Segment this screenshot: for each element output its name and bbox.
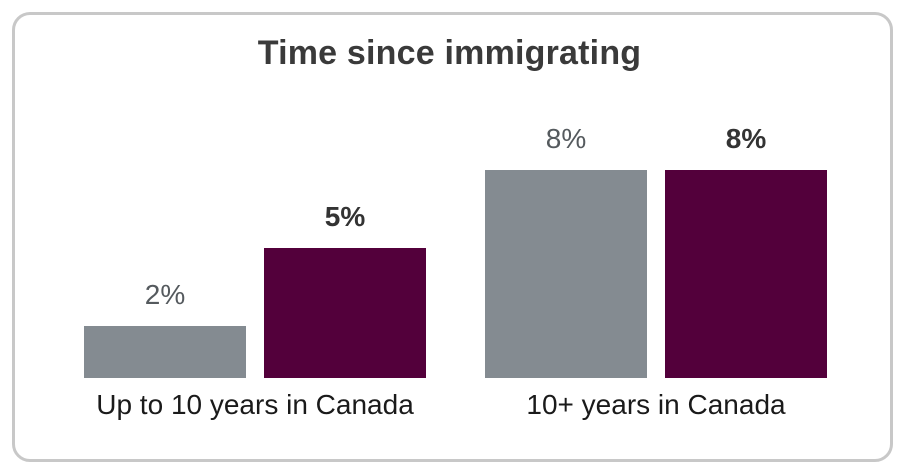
bar-1-0 (485, 170, 647, 378)
data-label-1-0: 8% (546, 123, 586, 154)
category-label-1: 10+ years in Canada (526, 389, 786, 420)
bar-1-1 (665, 170, 827, 378)
bar-0-1 (264, 248, 426, 378)
chart-title: Time since immigrating (257, 34, 642, 72)
data-label-0-1: 5% (325, 201, 366, 232)
data-label-1-1: 8% (726, 123, 767, 154)
bar-chart: 2% 5% Up to 10 years in Canada 8% 8% 10+ year… (84, 123, 827, 420)
category-label-0: Up to 10 years in Canada (96, 389, 414, 420)
bar-0-0 (84, 326, 246, 378)
data-label-0-0: 2% (145, 279, 185, 310)
